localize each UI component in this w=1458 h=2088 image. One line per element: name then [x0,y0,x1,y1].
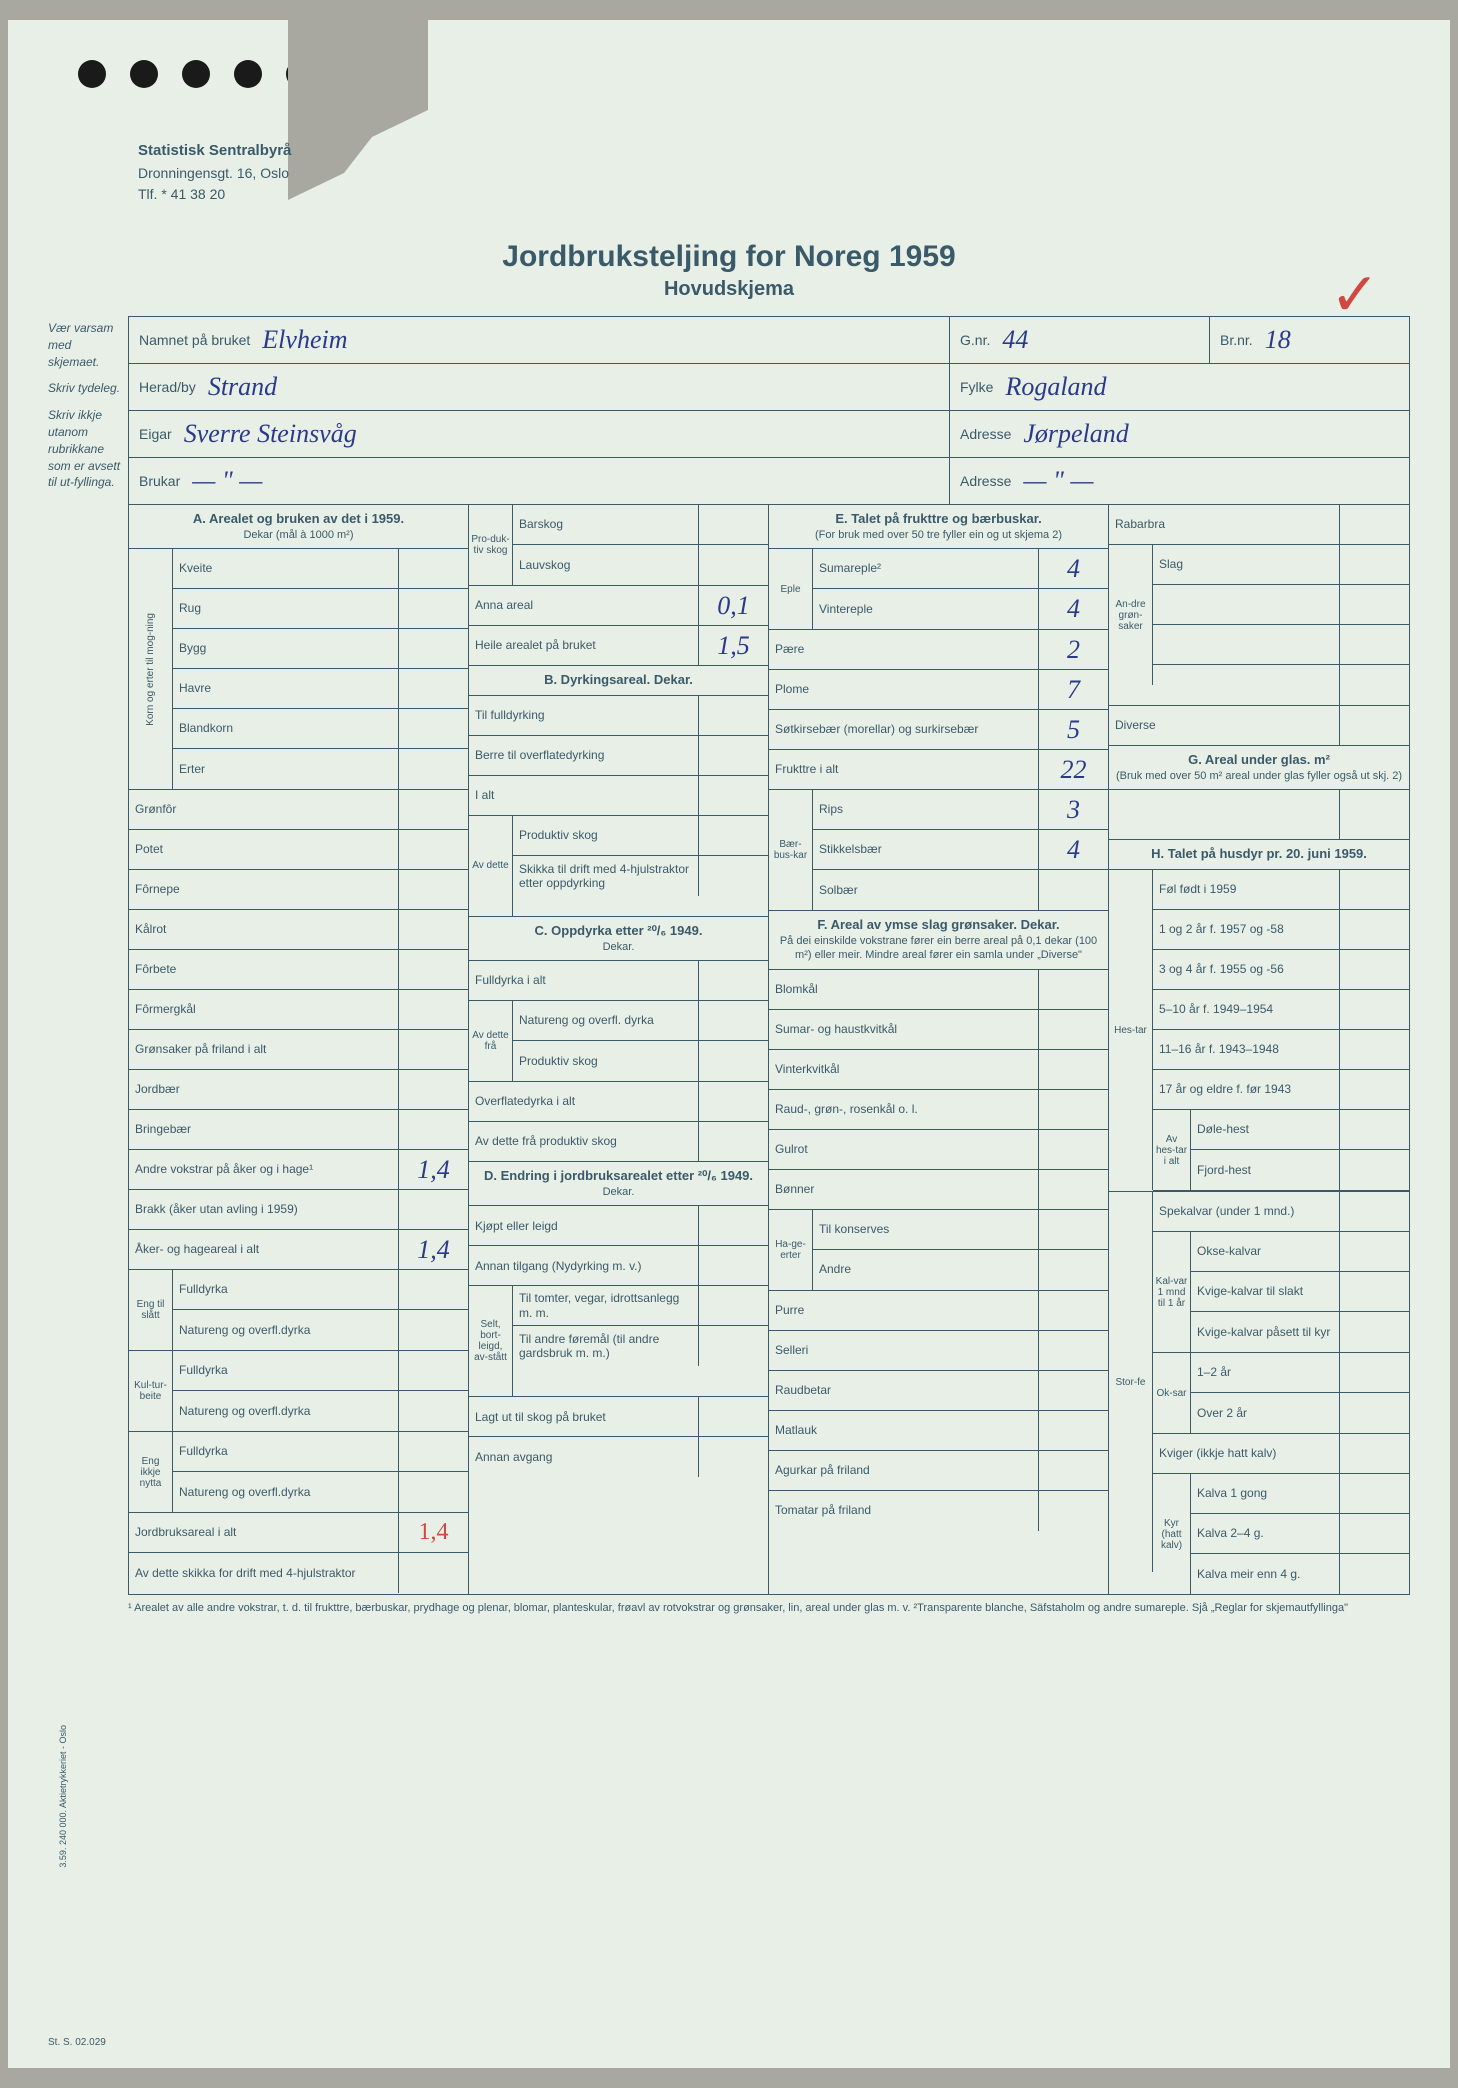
col-ef: E. Talet på frukttre og bærbuskar.(For b… [769,505,1109,1594]
fylke-value: Rogaland [1005,372,1106,402]
sec-c-head: C. Oppdyrka etter ²⁰/₆ 1949.Dekar. [469,917,768,961]
herad-value: Strand [208,372,277,402]
brukar-label: Brukar [139,473,180,489]
sec-d-head: D. Endring i jordbruksarealet etter ²⁰/₆… [469,1162,768,1206]
letterhead: Statistisk Sentralbyrå Dronningensgt. 16… [138,140,291,205]
namnet-value: Elvheim [262,325,347,355]
sec-g-head: G. Areal under glas. m²(Bruk med over 50… [1109,746,1409,790]
checkmark-icon: ✓ [1330,260,1380,330]
sec-e-head: E. Talet på frukttre og bærbuskar.(For b… [769,505,1108,549]
fylke-label: Fylke [960,379,993,395]
sec-a-head: A. Arealet og bruken av det i 1959. Deka… [129,505,468,549]
side-print: 3.59. 240 000. Aktietrykkeriet - Oslo [58,1725,68,1868]
eigar-value: Sverre Steinsvåg [184,419,357,449]
adresse2-value: — " — [1023,466,1093,496]
org-name: Statistisk Sentralbyrå [138,140,291,163]
herad-label: Herad/by [139,379,196,395]
col-gh: Rabarbra An-dre grøn-saker Slag Diverse … [1109,505,1409,1594]
bottom-code: St. S. 02.029 [48,2037,106,2048]
title-block: Jordbruksteljing for Noreg 1959 Hovudskj… [48,240,1410,301]
torn-corner [288,20,428,200]
col-bcd: Pro-duk-tiv skog Barskog Lauvskog Anna a… [469,505,769,1594]
org-addr: Dronningensgt. 16, Oslo [138,163,291,184]
sec-f-head: F. Areal av ymse slag grønsaker. Dekar.P… [769,911,1108,969]
main-grid: A. Arealet og bruken av det i 1959. Deka… [129,505,1409,1594]
form-page: Statistisk Sentralbyrå Dronningensgt. 16… [8,20,1450,2068]
sec-b-head: B. Dyrkingsareal. Dekar. [469,666,768,696]
adresse-label: Adresse [960,426,1011,442]
form-subtitle: Hovudskjema [48,278,1410,301]
brukar-value: — " — [192,466,262,496]
header-rows: Namnet på bruket Elvheim G.nr. 44 Br.nr.… [129,317,1409,505]
form-title: Jordbruksteljing for Noreg 1959 [48,240,1410,274]
eigar-label: Eigar [139,426,172,442]
namnet-label: Namnet på bruket [139,332,250,348]
gnr-label: G.nr. [960,332,990,348]
side-instructions: Vær varsam med skjemaet. Skriv tydeleg. … [48,320,123,501]
gnr-value: 44 [1002,325,1028,355]
sec-h-head: H. Talet på husdyr pr. 20. juni 1959. [1109,840,1409,870]
adresse-value: Jørpeland [1023,419,1128,449]
footnote: ¹ Arealet av alle andre vokstrar, t. d. … [128,1601,1410,1616]
form-area: Namnet på bruket Elvheim G.nr. 44 Br.nr.… [128,316,1410,1595]
brnr-label: Br.nr. [1220,332,1253,348]
col-a: A. Arealet og bruken av det i 1959. Deka… [129,505,469,1594]
adresse2-label: Adresse [960,473,1011,489]
org-tel: Tlf. * 41 38 20 [138,184,291,205]
brnr-value: 18 [1265,325,1291,355]
